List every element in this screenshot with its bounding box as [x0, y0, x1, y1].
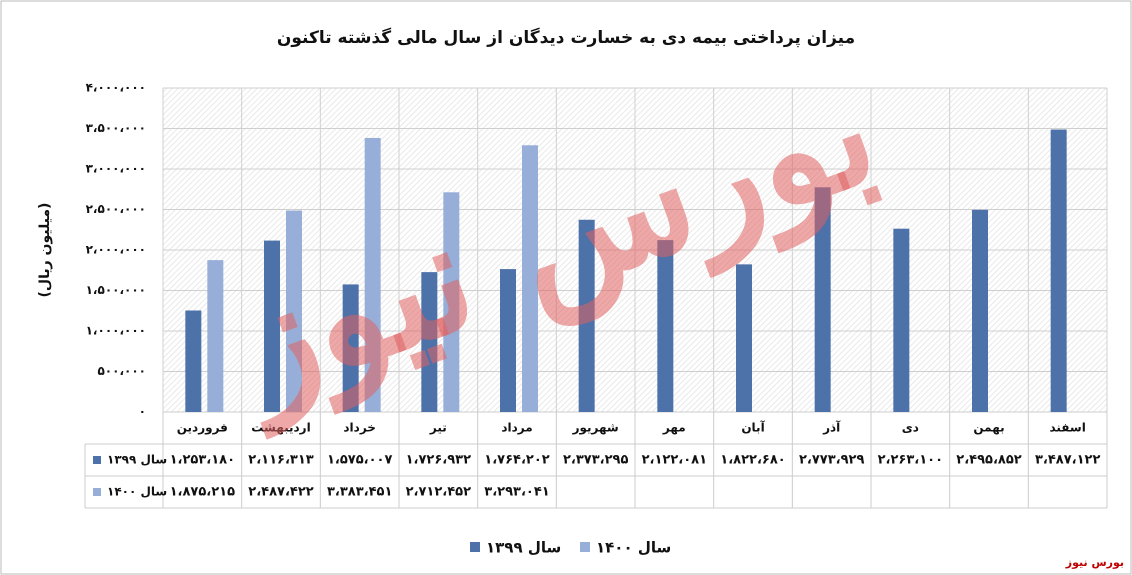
y-tick-label: ۳،۵۰۰،۰۰۰: [86, 121, 146, 135]
x-tick-label: آبان: [741, 420, 765, 435]
data-label: ۱،۷۲۶،۹۳۲: [406, 453, 471, 468]
legend-label: سال ۱۴۰۰: [596, 539, 671, 557]
data-label: ۲،۴۹۵،۸۵۲: [956, 453, 1021, 468]
bar: [814, 187, 831, 412]
bar: [522, 145, 538, 412]
x-tick-label: مهر: [662, 421, 686, 435]
y-tick-label: ۳،۰۰۰،۰۰۰: [86, 162, 146, 176]
table-series-name: سال ۱۴۰۰: [107, 485, 167, 499]
legend-key: [580, 542, 590, 552]
y-tick-label: ۵۰۰،۰۰۰: [97, 364, 146, 378]
y-tick-label: ۲،۰۰۰،۰۰۰: [86, 243, 146, 257]
bar: [342, 284, 359, 412]
x-tick-label: دی: [902, 421, 919, 435]
chart-title: میزان پرداختی بیمه دی به خسارت دیدگان از…: [277, 27, 855, 48]
data-label: ۳،۲۹۳،۰۴۱: [484, 485, 549, 500]
data-label: ۲،۲۶۳،۱۰۰: [878, 453, 943, 468]
data-label: ۱،۲۵۳،۱۸۰: [170, 453, 235, 468]
data-label: ۱،۷۶۴،۲۰۲: [484, 453, 549, 468]
bar: [264, 240, 280, 412]
x-tick-label: اسفند: [1049, 421, 1085, 435]
bar: [893, 228, 910, 412]
y-tick-label: ۴،۰۰۰،۰۰۰: [86, 81, 146, 95]
data-label: ۱،۸۲۲،۶۸۰: [720, 453, 785, 468]
bar: [500, 269, 516, 412]
y-tick-label: ۱،۵۰۰،۰۰۰: [86, 283, 146, 297]
x-tick-label: آذر: [822, 420, 841, 435]
data-label: ۲،۷۷۳،۹۲۹: [799, 453, 864, 468]
bar: [364, 137, 381, 412]
bar: [657, 240, 674, 412]
bar: [421, 272, 438, 412]
x-tick-label: تیر: [429, 421, 447, 435]
data-label: ۳،۳۸۳،۴۵۱: [327, 485, 392, 500]
bar: [1050, 129, 1067, 412]
x-tick-label: اردیبهشت: [251, 421, 310, 435]
y-tick-label: ۰: [139, 405, 146, 419]
data-label: ۲،۷۱۲،۴۵۲: [406, 485, 471, 500]
y-tick-label: ۲،۵۰۰،۰۰۰: [86, 202, 146, 216]
x-tick-label: خرداد: [343, 421, 376, 435]
x-tick-label: بهمن: [973, 421, 1004, 435]
data-label: ۳،۴۸۷،۱۲۲: [1035, 453, 1100, 468]
source: بورس نیوز: [1065, 556, 1124, 569]
data-label: ۲،۱۲۲،۰۸۱: [642, 453, 707, 468]
bar: [286, 210, 302, 412]
bar: [736, 264, 752, 412]
y-tick-label: ۱،۰۰۰،۰۰۰: [86, 324, 146, 338]
data-label: ۱،۵۷۵،۰۰۷: [327, 453, 392, 468]
legend-key: [470, 542, 480, 552]
table-legend-key: [93, 456, 101, 464]
data-label: ۲،۱۱۶،۳۱۳: [248, 453, 313, 468]
x-tick-label: شهریور: [572, 421, 619, 436]
bar: [207, 260, 224, 412]
legend-label: سال ۱۳۹۹: [486, 539, 561, 557]
table-series-name: سال ۱۳۹۹: [107, 453, 167, 467]
x-tick-label: فروردین: [177, 421, 228, 436]
bar: [578, 219, 595, 412]
bar: [443, 192, 460, 412]
bar: [185, 310, 202, 412]
data-label: ۲،۳۷۳،۲۹۵: [563, 453, 628, 468]
bar: [972, 209, 988, 412]
data-label: ۱،۸۷۵،۲۱۵: [170, 485, 235, 500]
y-axis-label: (میلیون ریال): [37, 203, 53, 298]
x-tick-label: مرداد: [501, 421, 532, 435]
table-legend-key: [93, 488, 101, 496]
data-label: ۲،۴۸۷،۴۲۲: [248, 485, 313, 500]
